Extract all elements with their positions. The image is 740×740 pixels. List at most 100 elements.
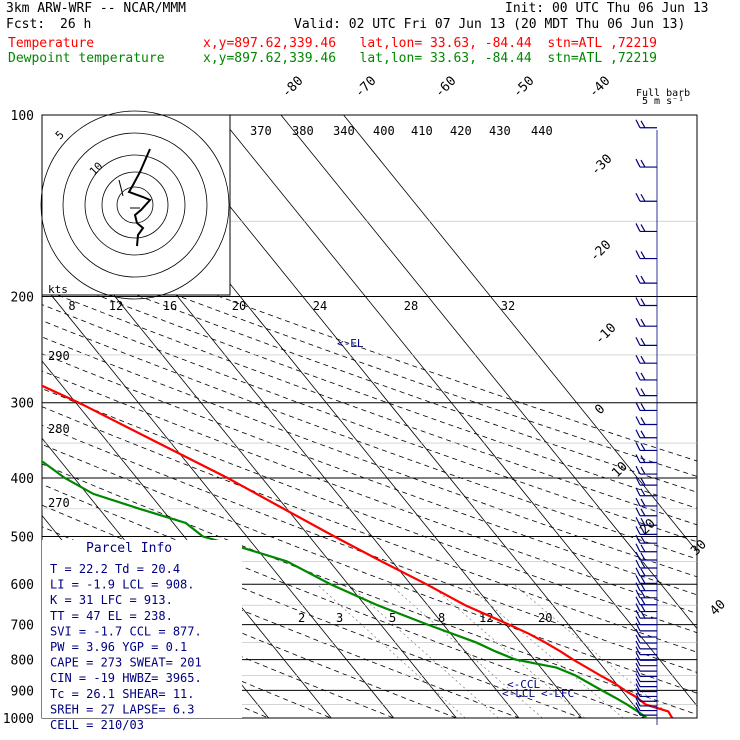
parcel-info-row: T = 22.2 Td = 20.4 [50, 562, 180, 576]
wind-barb [635, 317, 657, 327]
wind-barb [635, 476, 657, 486]
mixing-ratio-label: 8 [438, 611, 445, 625]
parcel-info-row: SREH = 27 LAPSE= 6.3 [50, 702, 195, 716]
lcl-marker: <-LCL [502, 687, 535, 700]
temperature-trace [42, 384, 673, 718]
wind-barb [635, 526, 657, 535]
wind-barb [635, 402, 657, 412]
dry-adiabat [42, 336, 697, 578]
wind-barb [635, 507, 657, 517]
mixing-ratio-label: 12 [479, 611, 493, 625]
adiabat-label: 440 [531, 124, 553, 138]
full-barb-value: 5 m s⁻¹ [642, 96, 684, 107]
dry-adiabat [42, 304, 697, 543]
dewpoint-location: x,y=897.62,339.46 lat,lon= 33.63, -84.44… [203, 51, 657, 66]
adiabat-label: 370 [250, 124, 272, 138]
dry-adiabat [42, 483, 646, 718]
isotherm-line [343, 115, 697, 552]
wind-barb [635, 622, 657, 632]
wind-barb [635, 640, 657, 650]
parcel-info-row: CIN = -19 HWBZ= 3965. [50, 671, 202, 685]
speed-tick-label: 28 [404, 299, 418, 313]
isotherm-label: -10 [592, 321, 619, 348]
wind-barb [635, 589, 657, 599]
wind-barb [635, 688, 657, 698]
isotherm-label: 0 [592, 402, 608, 418]
speed-tick-label: 8 [68, 299, 75, 313]
isotherm-line [218, 115, 697, 707]
wind-barb [635, 616, 657, 626]
dry-adiabat [42, 548, 458, 718]
wind-barb [635, 354, 657, 364]
adiabat-label: 410 [411, 124, 433, 138]
wind-barb [635, 628, 657, 638]
wind-barb [635, 337, 657, 346]
wind-barb [635, 634, 657, 644]
wind-barb [635, 274, 657, 284]
pressure-label: 300 [11, 397, 34, 412]
wind-barb [635, 559, 657, 569]
parcel-info-row: SVI = -1.7 CCL = 877. [50, 624, 202, 638]
adiabat-label: 430 [489, 124, 511, 138]
parcel-info-row: TT = 47 EL = 238. [50, 609, 173, 623]
isotherm-line [280, 115, 697, 630]
wind-barb [635, 668, 657, 677]
temperature-location: x,y=897.62,339.46 lat,lon= 33.63, -84.44… [203, 36, 657, 51]
isotherm-label: -80 [279, 74, 306, 101]
hodograph-ring [62, 132, 208, 278]
valid-time: Valid: 02 UTC Fri 07 Jun 13 (20 MDT Thu … [294, 17, 686, 32]
lfc-marker: <-LFC [541, 687, 574, 700]
mixing-ratio-line [348, 583, 499, 718]
adiabat-label: 280 [48, 422, 70, 436]
adiabat-label: 290 [48, 349, 70, 363]
wind-barb [635, 582, 657, 592]
wind-barb [635, 603, 657, 613]
isotherm-label: -40 [586, 74, 613, 101]
adiabat-label: 380 [292, 124, 314, 138]
speed-tick-label: 12 [109, 299, 123, 313]
dry-adiabat [42, 444, 697, 694]
wind-barb [635, 429, 657, 439]
isotherm-line [42, 283, 395, 718]
hodograph-ring [101, 171, 169, 239]
mixing-ratio-label: 20 [538, 611, 552, 625]
hodograph-ring [40, 110, 230, 300]
parcel-info-row: Tc = 26.1 SHEAR= 11. [50, 687, 195, 701]
el-marker: <-EL [337, 337, 364, 350]
pressure-label: 500 [11, 530, 34, 545]
pressure-label: 1000 [3, 712, 34, 727]
wind-barb [635, 465, 657, 475]
wind-barb [635, 454, 657, 464]
speed-tick-label: 24 [313, 299, 327, 313]
wind-barb [635, 646, 657, 656]
wind-barb [635, 575, 657, 584]
wind-barb [635, 534, 657, 544]
parcel-info-row: K = 31 LFC = 913. [50, 593, 173, 607]
wind-barb [635, 697, 657, 707]
temperature-legend: Temperature [8, 36, 95, 51]
wind-barb [635, 158, 657, 168]
isotherm-label: -70 [352, 74, 379, 101]
wind-barb [635, 516, 657, 526]
init-time: Init: 00 UTC Thu 06 Jun 13 [505, 1, 709, 16]
wind-barb [635, 567, 657, 577]
hodograph-frame [41, 114, 231, 296]
dewpoint-trace [42, 459, 647, 718]
pressure-label: 600 [11, 578, 34, 593]
wind-barb [635, 387, 657, 397]
adiabat-label: 340 [333, 124, 355, 138]
mixing-ratio-label: 3 [336, 611, 343, 625]
dry-adiabat [42, 424, 697, 673]
dry-adiabat [42, 243, 697, 477]
wind-barb [635, 673, 657, 683]
wind-barb [635, 683, 657, 693]
wind-barb [635, 250, 657, 260]
wind-barb [635, 706, 657, 716]
wind-barb [635, 371, 657, 381]
wind-barb [635, 678, 657, 688]
wind-barb [635, 551, 657, 561]
parcel-info-row: CELL = 210/03 [50, 718, 144, 732]
model-title: 3km ARW-WRF -- NCAR/MMM [6, 1, 187, 16]
pressure-label: 700 [11, 619, 34, 634]
